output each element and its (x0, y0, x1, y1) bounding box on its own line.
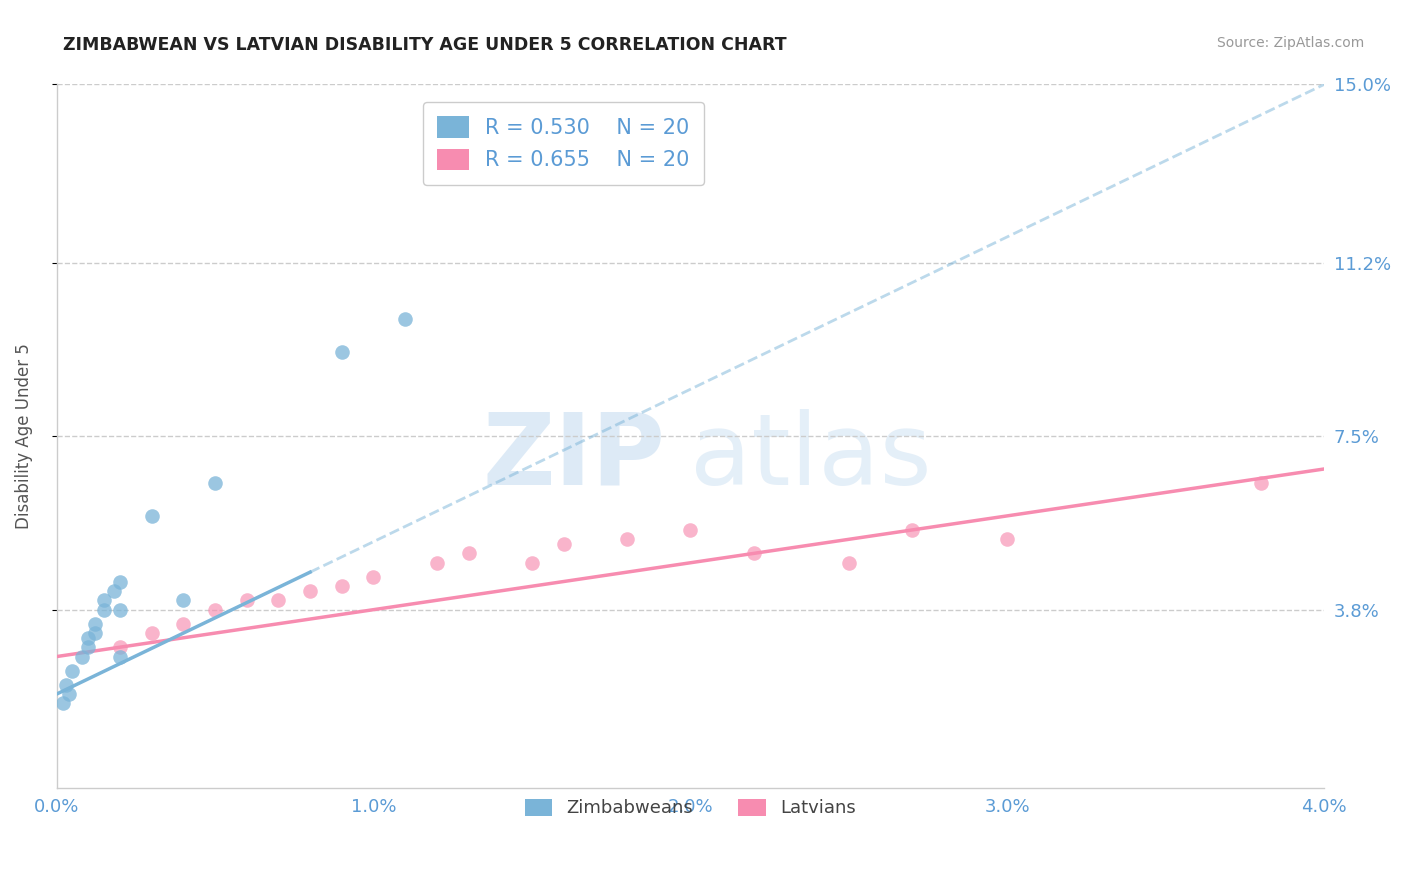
Text: ZIMBABWEAN VS LATVIAN DISABILITY AGE UNDER 5 CORRELATION CHART: ZIMBABWEAN VS LATVIAN DISABILITY AGE UND… (63, 36, 787, 54)
Point (108, 574, 131, 589)
Point (62, 664, 84, 678)
Point (679, 523, 702, 537)
Text: ZIP: ZIP (482, 409, 665, 506)
Point (77, 631, 100, 645)
Point (83, 626, 105, 640)
Point (108, 602, 131, 616)
Point (58, 687, 80, 701)
Point (426, 556, 449, 570)
Point (108, 640, 131, 655)
Point (363, 570, 385, 584)
Point (553, 537, 575, 551)
Y-axis label: Disability Age Under 5: Disability Age Under 5 (15, 343, 32, 529)
Point (838, 556, 860, 570)
Text: atlas: atlas (690, 409, 932, 506)
Point (83, 616, 105, 631)
Point (141, 508, 163, 523)
Point (457, 546, 479, 560)
Legend: Zimbabweans, Latvians: Zimbabweans, Latvians (517, 791, 863, 824)
Point (141, 626, 163, 640)
Point (204, 602, 226, 616)
Point (204, 476, 226, 491)
Point (77, 640, 100, 655)
Point (995, 533, 1018, 547)
Point (93, 602, 115, 616)
Point (103, 583, 125, 598)
Point (1250, 476, 1272, 491)
Point (172, 616, 194, 631)
Point (235, 593, 257, 607)
Point (901, 523, 924, 537)
Point (55, 678, 77, 692)
Point (172, 593, 194, 607)
Point (267, 593, 290, 607)
Point (330, 344, 353, 359)
Point (616, 533, 638, 547)
Point (394, 312, 416, 326)
Point (520, 556, 543, 570)
Point (70, 649, 93, 664)
Point (93, 593, 115, 607)
Point (108, 649, 131, 664)
Text: Source: ZipAtlas.com: Source: ZipAtlas.com (1216, 36, 1364, 50)
Point (742, 546, 765, 560)
Point (299, 583, 322, 598)
Point (52, 697, 75, 711)
Point (330, 579, 353, 593)
